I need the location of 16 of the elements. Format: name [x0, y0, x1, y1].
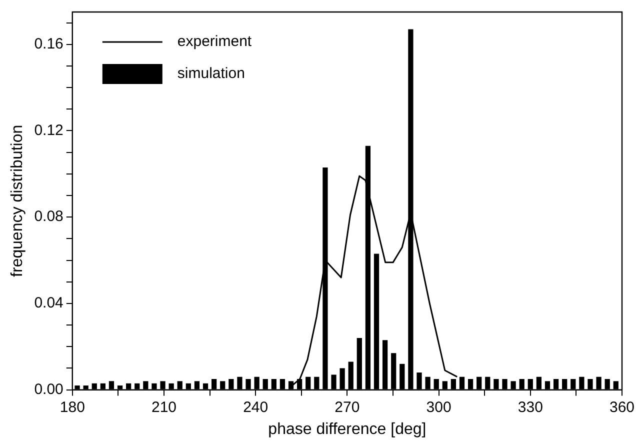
y-tick-label: 0.12 — [34, 122, 64, 139]
legend-label: experiment — [177, 33, 252, 50]
y-tick-label: 0.04 — [34, 294, 64, 312]
x-tick-label: 330 — [518, 398, 543, 416]
x-tick-label: 210 — [151, 398, 177, 416]
x-tick-label: 360 — [609, 398, 635, 416]
x-tick-label: 240 — [243, 398, 268, 416]
x-tick-label: 270 — [334, 398, 360, 416]
y-tick-label: 0.08 — [34, 208, 64, 226]
legend-label: simulation — [177, 65, 245, 82]
y-tick-label: 0.00 — [34, 380, 64, 398]
y-axis-title: frequency distribution — [9, 124, 26, 277]
x-tick-label: 180 — [60, 398, 85, 416]
x-tick-label: 300 — [426, 398, 452, 416]
y-tick-label: 0.16 — [34, 36, 64, 53]
x-axis-title: phase difference [deg] — [268, 420, 426, 438]
